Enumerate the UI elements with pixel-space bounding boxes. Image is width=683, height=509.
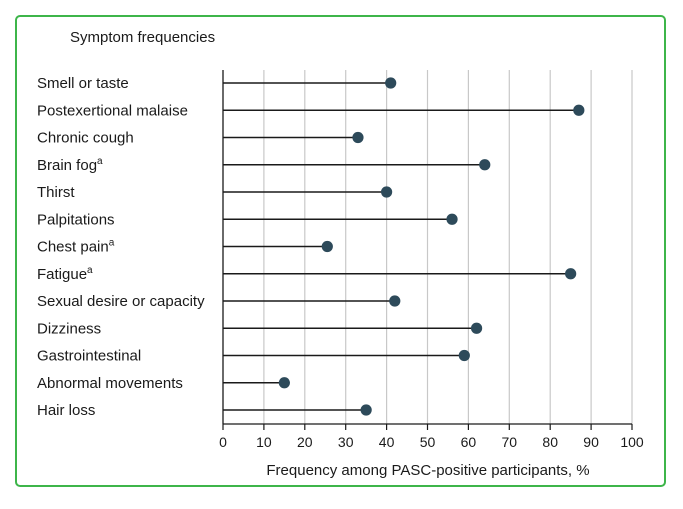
- x-tick-label-30: 30: [338, 434, 354, 450]
- category-label-1: Postexertional malaise: [37, 102, 188, 119]
- category-label-6: Chest paina: [37, 238, 115, 256]
- x-axis-title: Frequency among PASC-positive participan…: [266, 462, 589, 479]
- x-tick-label-0: 0: [219, 434, 227, 450]
- x-tick-label-50: 50: [420, 434, 436, 450]
- chart-title: Symptom frequencies: [70, 29, 215, 46]
- marker-9: [470, 322, 483, 334]
- marker-1: [573, 104, 585, 116]
- category-label-9: Dizziness: [37, 320, 101, 337]
- x-axis: 0 10 20 30 40 50 60 70 80 90 100: [219, 70, 644, 450]
- category-label-5: Palpitations: [37, 211, 115, 228]
- x-tick-label-20: 20: [297, 434, 313, 450]
- category-label-2: Chronic cough: [37, 130, 134, 147]
- category-label-3: Brain foga: [37, 156, 103, 174]
- x-tick-label-10: 10: [256, 434, 272, 450]
- marker-5: [446, 213, 458, 225]
- marker-10: [458, 349, 470, 362]
- x-tick-label-60: 60: [461, 434, 477, 450]
- x-tick-label-90: 90: [583, 434, 599, 450]
- marker-0: [385, 77, 397, 89]
- category-label-10: Gastrointestinal: [37, 348, 141, 365]
- marker-2: [352, 131, 364, 144]
- data-marks: [223, 77, 585, 416]
- x-tick-label-40: 40: [379, 434, 395, 450]
- marker-6: [321, 240, 333, 253]
- category-label-11: Abnormal movements: [37, 375, 183, 392]
- x-tick-label-70: 70: [502, 434, 518, 450]
- category-label-7: Fatiguea: [37, 265, 93, 283]
- marker-12: [360, 404, 372, 416]
- marker-3: [479, 159, 491, 171]
- marker-11: [278, 377, 290, 389]
- marker-4: [381, 186, 393, 198]
- marker-8: [389, 295, 401, 307]
- x-tick-label-100: 100: [620, 434, 644, 450]
- x-tick-label-80: 80: [542, 434, 558, 450]
- category-label-4: Thirst: [37, 184, 75, 201]
- category-label-8: Sexual desire or capacity: [37, 293, 205, 310]
- category-labels: Smell or taste Postexertional malaise Chro…: [37, 75, 205, 419]
- marker-7: [565, 268, 577, 280]
- chart-border: [15, 15, 666, 487]
- category-label-0: Smell or taste: [37, 75, 129, 92]
- category-label-12: Hair loss: [37, 402, 95, 419]
